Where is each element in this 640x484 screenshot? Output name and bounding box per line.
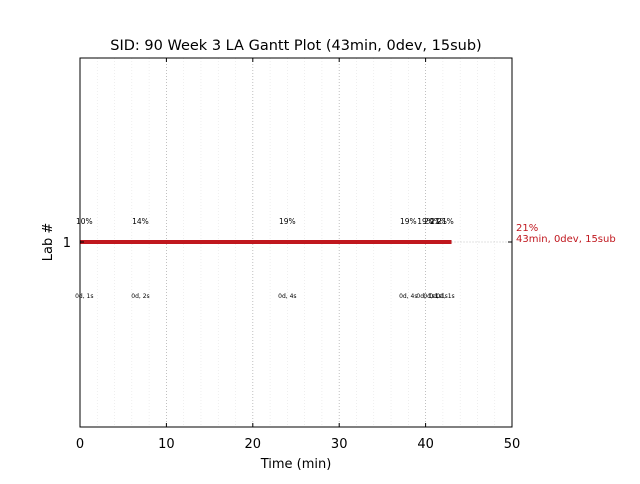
x-tick-label: 10 — [158, 437, 175, 452]
submission-detail-label: 0d, 1s — [429, 293, 447, 300]
axis-layer: 0 10 20 30 40 50 1 — [63, 58, 521, 452]
submission-percent-label: 14% — [132, 217, 149, 226]
x-tick-label: 0 — [76, 437, 84, 452]
x-axis-label: Time (min) — [260, 457, 332, 472]
submission-percent-label: 21% — [437, 217, 454, 226]
y-axis-label: Lab # — [41, 223, 56, 262]
submission-detail-label: 0d, 2s — [131, 293, 149, 300]
x-tick-label: 20 — [245, 437, 262, 452]
submission-percent-label: 10% — [76, 217, 93, 226]
submission-detail-label: 0d, 1s — [416, 293, 434, 300]
submission-detail-label: 0d, 4s — [399, 293, 417, 300]
submission-percent-label: 19% — [279, 217, 296, 226]
submission-detail-label: 0d, 4s — [278, 293, 296, 300]
submission-percent-label: 19% — [417, 217, 434, 226]
submission-detail-label: 0d, 1s — [436, 293, 454, 300]
bar-end-summary-label: 43min, 0dev, 15sub — [516, 234, 616, 245]
submission-detail-label: 0d, 1s — [75, 293, 93, 300]
submission-percent-label: 21% — [430, 217, 447, 226]
bar-end-percent-label: 21% — [516, 223, 538, 234]
y-tick-label: 1 — [63, 236, 71, 251]
x-tick-label: 50 — [504, 437, 521, 452]
submission-detail-label: 0d, 1s — [423, 293, 441, 300]
x-tick-label: 30 — [331, 437, 348, 452]
submission-percent-label: 19% — [400, 217, 417, 226]
submission-percent-label: 20% — [424, 217, 441, 226]
x-tick-label: 40 — [417, 437, 434, 452]
chart-title: SID: 90 Week 3 LA Gantt Plot (43min, 0de… — [110, 38, 481, 54]
